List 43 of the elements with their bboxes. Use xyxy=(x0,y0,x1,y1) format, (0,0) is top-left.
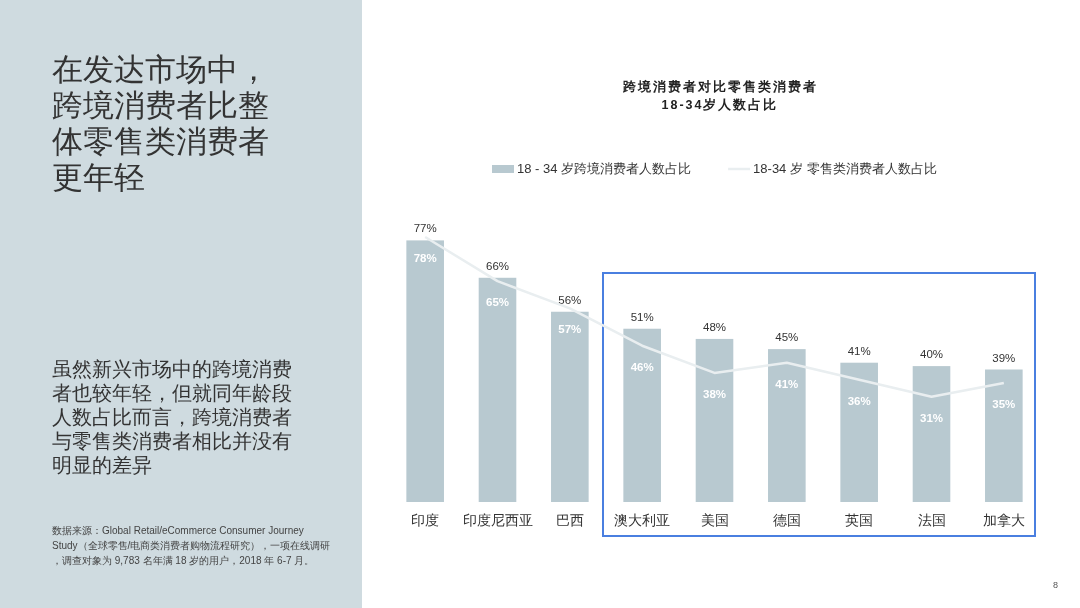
bar xyxy=(840,362,878,502)
data-label: 38% xyxy=(702,387,727,400)
x-tick-label: 法国 xyxy=(917,513,946,528)
data-label: 57% xyxy=(558,323,582,336)
legend-label: 18 - 34 岁跨境消费者人数占比 xyxy=(517,161,692,176)
bar xyxy=(768,349,806,502)
data-label: 40% xyxy=(919,348,944,361)
title: 跨境消费者对比零售类消费者 18-34岁人数占比 xyxy=(622,80,818,112)
data-label: 35% xyxy=(992,398,1016,411)
bar xyxy=(551,311,589,502)
annotation: 虽然新兴市场中的跨境消费者也较年轻，但就同年龄段人数占比而言，跨境消费者与零售类消费者相比并没有明显的差异 xyxy=(52,358,292,476)
bar xyxy=(912,366,951,502)
x-tick-label: 澳大利亚 xyxy=(614,513,671,528)
data-label: 51% xyxy=(630,310,654,323)
data-label: 46% xyxy=(630,360,654,373)
data-label: 45% xyxy=(775,331,799,344)
annotation: 在发达市场中，跨境消费者比整体零售类消费者更年轻 xyxy=(52,52,269,195)
bar xyxy=(478,277,517,502)
x-tick-label: 印度尼西亚 xyxy=(462,513,533,528)
x-tick-label: 巴西 xyxy=(555,513,584,528)
bar xyxy=(406,240,444,502)
data-label: 41% xyxy=(775,377,799,390)
data-label: 56% xyxy=(558,293,582,306)
data-label: 48% xyxy=(702,320,727,333)
data-label: 39% xyxy=(992,351,1016,364)
bar xyxy=(985,369,1023,502)
legend-label: 18-34 岁 零售类消费者人数占比 xyxy=(753,161,937,176)
data-label: 66% xyxy=(485,259,510,272)
annotation: 数据来源：Global Retail/eCommerce Consumer Journey Study（全球零售/电商类消费者购物流程研究），一项在线调研，调查对象为 9,783 名年满 18 岁的用户，2018 年 6-7 月。 xyxy=(52,525,331,566)
data-label: 31% xyxy=(919,411,944,424)
x-tick-label: 英国 xyxy=(845,513,874,528)
data-label: 77% xyxy=(413,222,437,235)
data-label: 78% xyxy=(413,252,437,264)
bar xyxy=(623,328,661,502)
x-tick-label: 加拿大 xyxy=(982,513,1025,528)
bar xyxy=(695,338,734,502)
data-label: 65% xyxy=(485,296,510,309)
x-tick-label: 印度 xyxy=(411,513,440,528)
x-tick-label: 德国 xyxy=(772,513,801,528)
x-tick-label: 美国 xyxy=(700,513,729,528)
data-label: 36% xyxy=(847,394,871,407)
annotation: 8 xyxy=(1053,580,1058,590)
data-label: 41% xyxy=(847,344,871,357)
